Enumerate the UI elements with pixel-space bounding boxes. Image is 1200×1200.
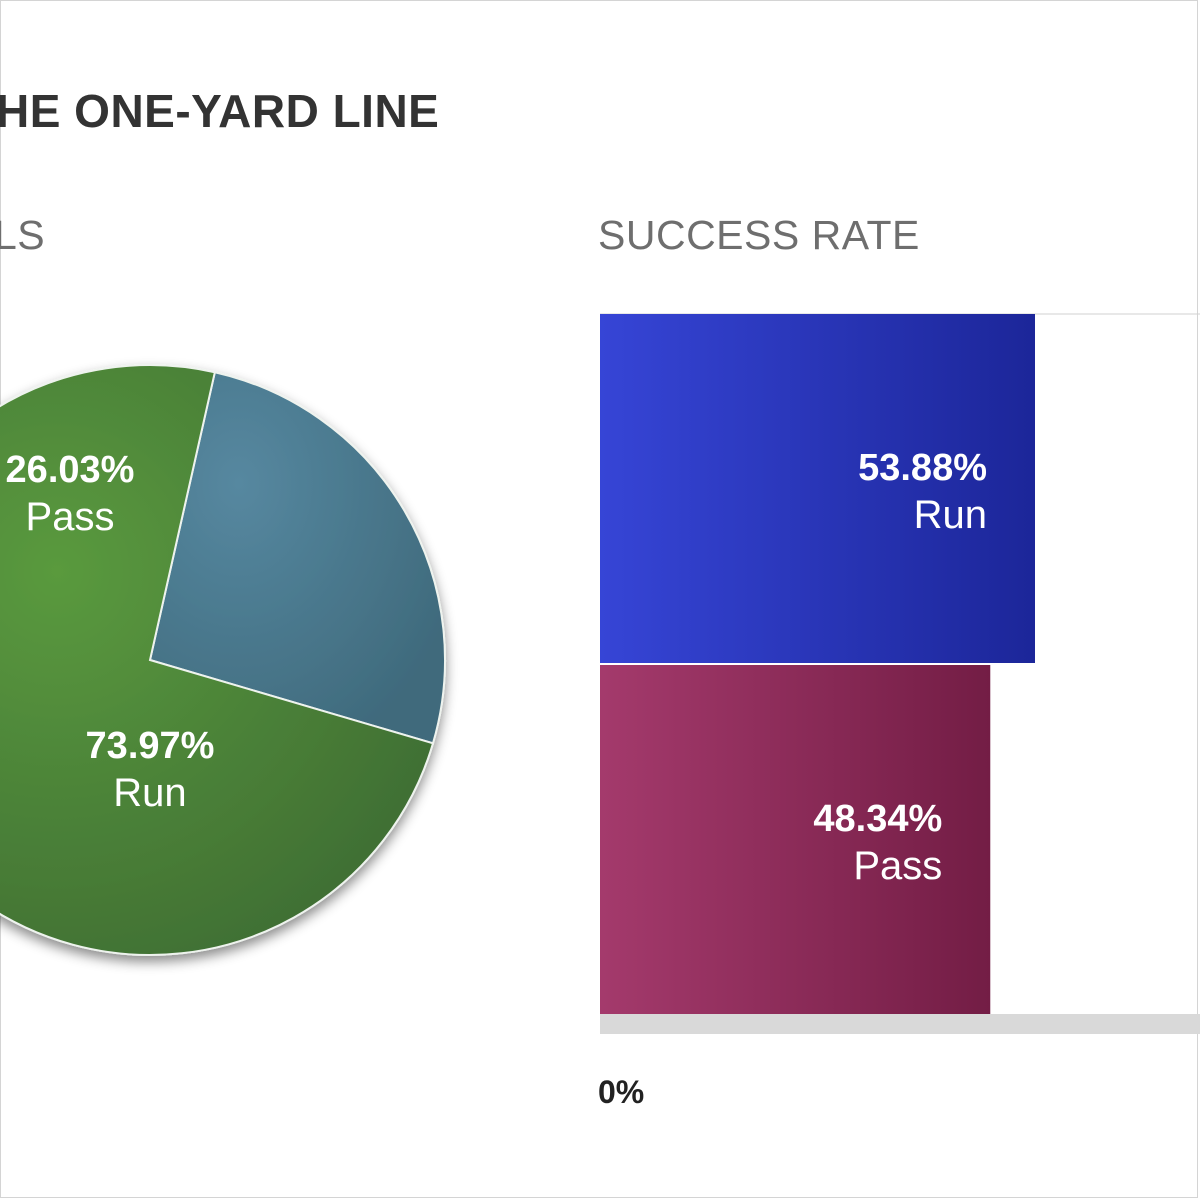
pie-category-label-pass: Pass [26, 495, 115, 539]
bar-pass [600, 665, 991, 1014]
bar-value-label-run: 53.88% [858, 447, 987, 489]
bar-category-label-run: Run [914, 493, 987, 537]
bar-subtitle: SUCCESS RATE [598, 212, 920, 258]
pie-chart: 26.03%Pass 73.97%Run [0, 364, 446, 956]
pie-category-label-run: Run [113, 771, 186, 815]
x-tick-label: 0% [598, 1074, 645, 1110]
bar-value-label-pass: 48.34% [813, 798, 942, 840]
pie-value-label-run: 73.97% [86, 725, 215, 767]
chart-title: HE ONE-YARD LINE [0, 85, 440, 137]
pie-slice-run [0, 364, 435, 956]
bar-run [600, 314, 1035, 663]
x-axis-bar [600, 1014, 1200, 1034]
bar-category-label-pass: Pass [853, 844, 942, 888]
pie-subtitle: LS [0, 212, 46, 258]
pie-slice-pass [148, 371, 446, 745]
pie-value-label-pass: 26.03% [6, 449, 135, 491]
